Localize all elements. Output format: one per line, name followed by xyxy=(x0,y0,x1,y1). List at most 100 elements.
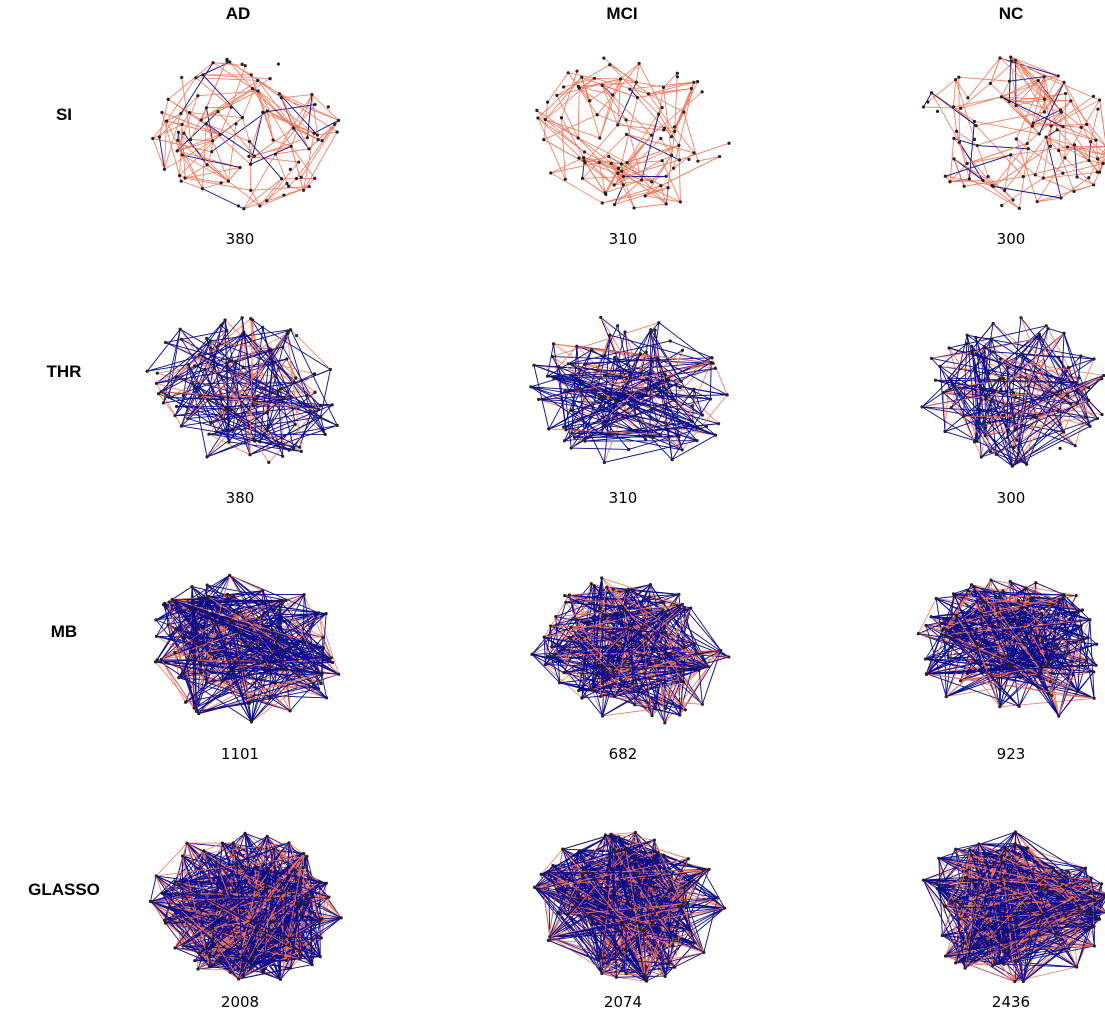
node xyxy=(583,439,587,443)
edge-secondary xyxy=(209,938,290,957)
edge-primary xyxy=(918,594,1064,634)
node xyxy=(277,92,281,96)
row-header-thr: THR xyxy=(46,362,82,381)
node xyxy=(1061,171,1065,175)
edge-primary xyxy=(545,119,600,139)
edge-primary xyxy=(1018,148,1029,209)
edge-primary xyxy=(614,187,669,205)
edge-primary xyxy=(219,117,243,135)
node xyxy=(1072,143,1077,147)
edge-secondary xyxy=(322,917,342,920)
edge-primary xyxy=(967,590,1010,664)
node xyxy=(1095,416,1100,421)
node xyxy=(321,646,326,650)
edge-primary xyxy=(1035,623,1060,717)
node xyxy=(929,615,933,619)
edge-primary xyxy=(1060,177,1090,199)
node xyxy=(309,877,313,881)
node xyxy=(706,664,711,669)
node xyxy=(1037,132,1041,136)
node xyxy=(1044,324,1048,328)
node xyxy=(173,946,177,950)
node xyxy=(668,339,672,343)
edge-secondary xyxy=(280,967,291,980)
edge-primary xyxy=(561,117,566,180)
edge-secondary xyxy=(268,869,327,884)
edge-secondary xyxy=(216,317,243,348)
edge-primary xyxy=(1000,358,1098,419)
node xyxy=(1037,332,1041,336)
node xyxy=(545,100,550,104)
edge-secondary xyxy=(192,383,279,447)
node xyxy=(295,658,299,662)
edge-secondary xyxy=(565,398,711,431)
edge-secondary xyxy=(1033,416,1076,447)
node xyxy=(252,154,256,158)
node xyxy=(653,328,657,332)
node xyxy=(599,315,603,320)
edge-secondary xyxy=(948,347,1089,388)
edge-secondary xyxy=(207,399,279,447)
node xyxy=(991,350,995,354)
edge-secondary xyxy=(967,590,1060,600)
node xyxy=(929,91,934,95)
edge-primary xyxy=(596,63,640,116)
edge-secondary xyxy=(293,903,298,949)
edge-primary xyxy=(166,120,183,156)
node xyxy=(265,199,269,203)
node xyxy=(182,671,186,675)
node xyxy=(677,435,681,439)
edge-primary xyxy=(320,897,330,939)
node xyxy=(327,895,331,899)
edge-primary xyxy=(1000,358,1104,376)
edge-primary xyxy=(953,96,1002,108)
node xyxy=(947,376,951,380)
node xyxy=(700,413,705,417)
node xyxy=(683,708,687,712)
edge-secondary xyxy=(625,590,691,609)
edge-primary xyxy=(958,77,960,143)
node xyxy=(1063,156,1067,160)
node xyxy=(293,868,297,872)
node xyxy=(1007,661,1011,665)
node xyxy=(1000,654,1004,658)
node xyxy=(217,907,221,911)
edge-primary xyxy=(584,151,622,172)
edge-primary xyxy=(597,114,652,136)
node xyxy=(979,596,983,600)
edge-primary xyxy=(625,119,643,181)
node xyxy=(593,661,597,666)
node xyxy=(168,633,172,637)
edge-secondary xyxy=(1041,613,1050,661)
node xyxy=(1010,59,1014,63)
node-group xyxy=(148,831,343,982)
node xyxy=(594,673,598,677)
node xyxy=(1046,662,1050,666)
node xyxy=(954,77,958,82)
edge-secondary xyxy=(182,154,241,168)
node xyxy=(661,608,665,612)
edge-secondary xyxy=(980,597,1022,608)
node xyxy=(328,367,333,372)
node xyxy=(288,709,292,713)
node xyxy=(624,132,629,137)
node xyxy=(211,139,215,143)
edge-primary xyxy=(303,594,332,659)
edge-secondary xyxy=(533,364,666,375)
edge-secondary xyxy=(629,88,638,98)
node xyxy=(297,675,301,679)
node xyxy=(678,385,682,390)
edge-primary xyxy=(206,59,228,108)
node xyxy=(211,61,215,65)
edge-secondary xyxy=(1009,76,1045,82)
edge-secondary xyxy=(602,335,611,425)
edge-primary xyxy=(243,950,301,978)
node xyxy=(576,84,580,89)
edge-primary xyxy=(266,161,299,202)
node xyxy=(649,133,653,137)
node xyxy=(258,440,262,444)
edge-primary xyxy=(644,185,662,197)
node xyxy=(1013,395,1018,399)
edge-primary xyxy=(275,94,313,155)
node xyxy=(249,73,253,77)
